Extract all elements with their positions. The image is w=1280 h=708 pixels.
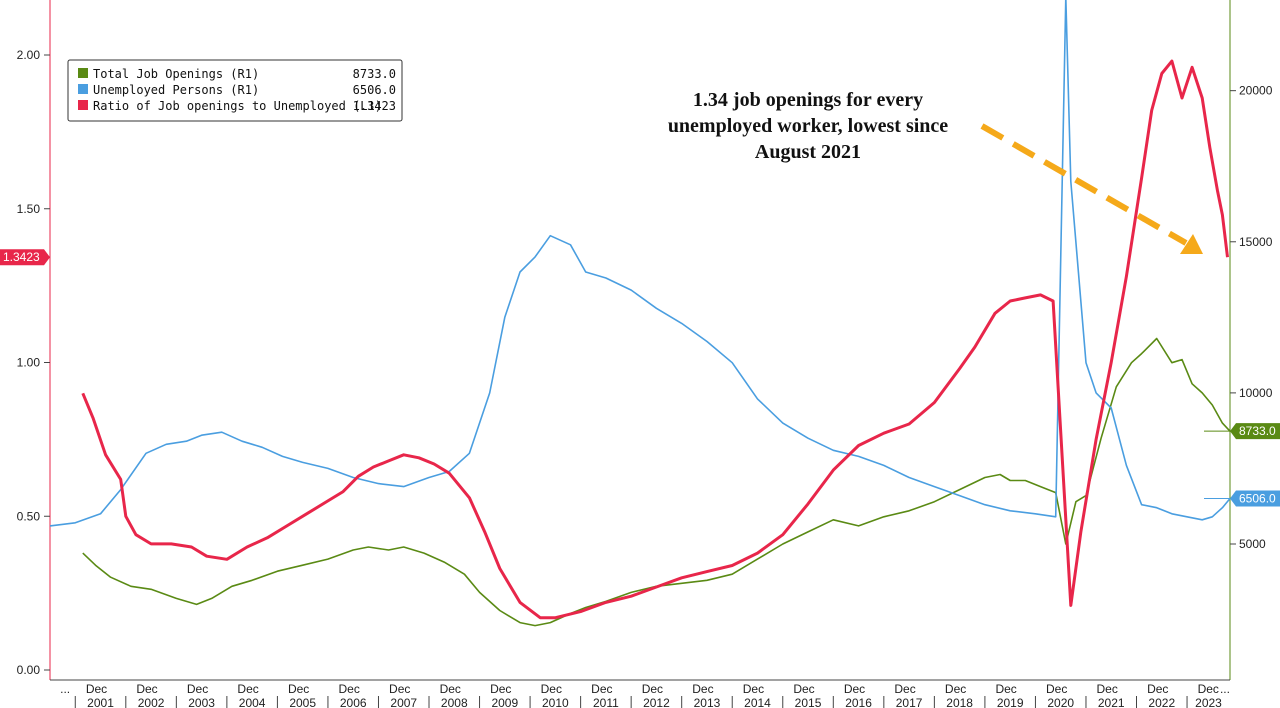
x-year-label: 2002 <box>138 696 165 708</box>
left-tick-label: 2.00 <box>17 48 41 62</box>
x-year-label: 2008 <box>441 696 468 708</box>
x-year-label: 2023 <box>1195 696 1222 708</box>
x-year-label: 2021 <box>1098 696 1125 708</box>
x-month-label: Dec <box>187 682 208 696</box>
x-month-label: Dec <box>136 682 157 696</box>
x-month-label: Dec <box>894 682 915 696</box>
legend-swatch-unemployed <box>78 84 88 94</box>
annotation-line-2: unemployed worker, lowest since <box>668 115 948 137</box>
x-month-label: Dec <box>1097 682 1118 696</box>
x-year-label: 2001 <box>87 696 114 708</box>
x-year-label: 2014 <box>744 696 771 708</box>
legend-label-unemployed: Unemployed Persons (R1) <box>93 83 259 97</box>
x-month-label: ... <box>60 682 70 696</box>
left-last-value-badge <box>0 249 50 266</box>
legend-label-ratio: Ratio of Job openings to Unemployed (L1) <box>93 99 382 113</box>
x-month-label: Dec <box>338 682 359 696</box>
x-month-label: Dec <box>945 682 966 696</box>
right-tick-label: 10000 <box>1239 386 1273 400</box>
x-year-label: 2011 <box>593 696 619 708</box>
right-last-value-badge <box>1230 423 1280 440</box>
right-tick-label: 20000 <box>1239 84 1273 98</box>
x-year-label: 2022 <box>1148 696 1175 708</box>
x-month-label: Dec <box>1147 682 1168 696</box>
annotation-arrow-head <box>1180 234 1203 254</box>
right-last-value-badge <box>1230 490 1280 507</box>
x-month-label: Dec <box>237 682 258 696</box>
annotation-arrow <box>980 123 1188 246</box>
x-year-label: 2007 <box>390 696 417 708</box>
x-year-label: 2017 <box>896 696 923 708</box>
series-line-ratio-of-job-openings-to-unemployed-l1 <box>81 59 1229 620</box>
left-tick-label: 0.00 <box>17 663 41 677</box>
right-axis-ticks: 5000 10000 15000 20000 <box>1230 84 1273 551</box>
legend: Total Job Openings (R1) 8733.0 Unemploye… <box>67 59 403 122</box>
x-year-label: 2013 <box>694 696 721 708</box>
right-last-value-label: 8733.0 <box>1239 424 1276 438</box>
x-year-label: 2005 <box>289 696 316 708</box>
left-tick-label: 0.50 <box>17 509 41 523</box>
x-year-label: 2016 <box>845 696 872 708</box>
x-axis-ticks: ... Dec Dec Dec Dec Dec Dec Dec Dec Dec Dec Dec Dec D… <box>60 682 1230 708</box>
x-year-label: 2020 <box>1047 696 1074 708</box>
legend-box <box>67 59 403 122</box>
last-value-badges: 1.3423 8733.0 6506.0 <box>0 249 1280 507</box>
x-month-label: Dec <box>1198 682 1219 696</box>
legend-label-job-openings: Total Job Openings (R1) <box>93 67 259 81</box>
x-month-label: Dec <box>591 682 612 696</box>
x-month-label: Dec <box>541 682 562 696</box>
x-month-label: Dec <box>692 682 713 696</box>
legend-value-ratio: 1.3423 <box>353 99 396 113</box>
x-year-label: 2006 <box>340 696 367 708</box>
x-month-label: Dec <box>288 682 309 696</box>
x-month-label: Dec <box>1046 682 1067 696</box>
right-tick-label: 15000 <box>1239 235 1273 249</box>
x-month-label: Dec <box>995 682 1016 696</box>
x-month-label: Dec <box>793 682 814 696</box>
x-year-label: 2009 <box>491 696 518 708</box>
x-month-label: Dec <box>490 682 511 696</box>
x-month-label: Dec <box>440 682 461 696</box>
annotation-line-3: August 2021 <box>755 141 861 163</box>
annotation: 1.34 job openings for every unemployed w… <box>668 89 1203 254</box>
x-month-label: ... <box>1220 682 1230 696</box>
x-year-label: 2003 <box>188 696 215 708</box>
x-year-label: 2012 <box>643 696 670 708</box>
series-line-unemployed-persons-r1 <box>49 0 1231 527</box>
annotation-line-1: 1.34 job openings for every <box>693 89 923 111</box>
right-last-value-label: 6506.0 <box>1239 491 1276 505</box>
x-year-label: 2019 <box>997 696 1024 708</box>
x-month-label: Dec <box>642 682 663 696</box>
legend-swatch-ratio <box>78 100 88 110</box>
x-year-label: 2015 <box>795 696 822 708</box>
series-layer <box>49 0 1231 627</box>
x-month-label: Dec <box>86 682 107 696</box>
left-tick-label: 1.50 <box>17 202 41 216</box>
left-tick-label: 1.00 <box>17 356 41 370</box>
left-axis-ticks: 0.00 0.50 1.00 1.50 2.00 <box>17 48 50 677</box>
x-year-label: 2010 <box>542 696 569 708</box>
series-line-total-job-openings-r1 <box>82 337 1231 627</box>
legend-swatch-job-openings <box>78 68 88 78</box>
x-month-label: Dec <box>844 682 865 696</box>
left-last-value-label: 1.3423 <box>3 250 40 264</box>
legend-value-unemployed: 6506.0 <box>353 83 396 97</box>
x-month-label: Dec <box>743 682 764 696</box>
legend-value-job-openings: 8733.0 <box>353 67 396 81</box>
x-year-label: 2018 <box>946 696 973 708</box>
right-tick-label: 5000 <box>1239 537 1266 551</box>
x-month-label: Dec <box>389 682 410 696</box>
x-year-label: 2004 <box>239 696 266 708</box>
